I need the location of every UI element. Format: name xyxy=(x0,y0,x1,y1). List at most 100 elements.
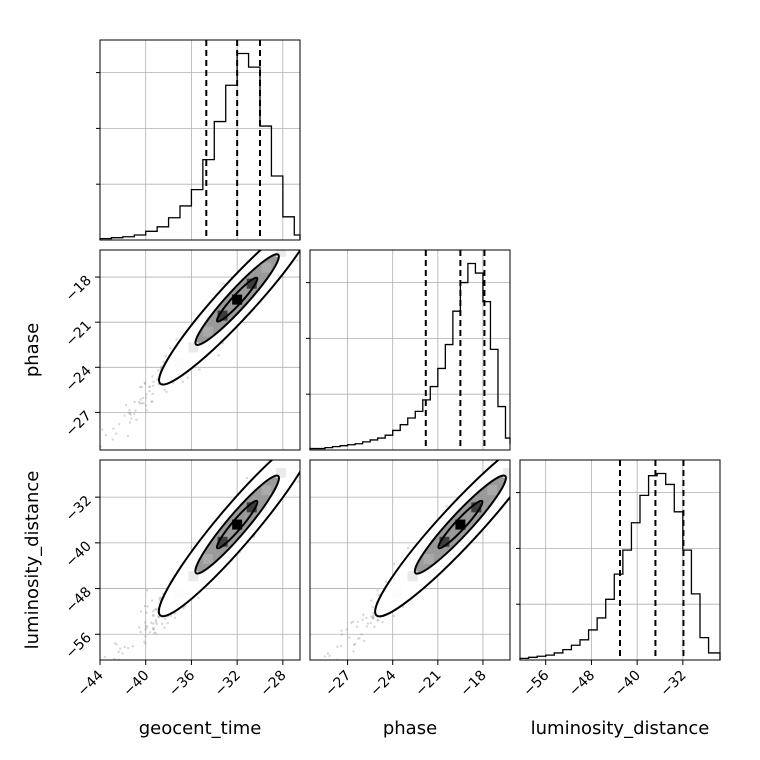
sample-point xyxy=(290,223,292,225)
sample-point xyxy=(150,400,154,403)
sample-point xyxy=(528,432,530,434)
sample-point xyxy=(514,474,516,476)
sample-point xyxy=(186,376,190,379)
sample-point xyxy=(152,622,155,625)
sample-point xyxy=(276,243,278,245)
sample-point xyxy=(284,246,286,248)
sample-point xyxy=(384,580,388,583)
sample-point xyxy=(139,630,142,634)
sample-point xyxy=(296,259,299,262)
density-cell xyxy=(407,571,418,582)
contour-inner-line xyxy=(215,499,259,550)
sample-point xyxy=(524,453,526,455)
sample-point xyxy=(145,393,148,396)
sample-point xyxy=(511,483,513,485)
sample-point xyxy=(140,401,144,405)
sample-point xyxy=(274,245,276,247)
density-cell xyxy=(202,326,213,337)
sample-point xyxy=(351,620,354,623)
sample-point xyxy=(281,243,283,245)
contour-outer-line xyxy=(158,250,300,386)
sample-point xyxy=(173,616,177,619)
x-label-phase: phase xyxy=(383,718,437,739)
sample-point xyxy=(293,245,295,247)
sample-point xyxy=(534,476,536,478)
xtick-label-0: −56 xyxy=(520,667,552,699)
sample-point xyxy=(163,617,167,621)
sample-point xyxy=(145,409,148,412)
histogram-phase xyxy=(306,249,511,451)
sample-point xyxy=(117,650,120,654)
sample-point xyxy=(526,465,528,467)
sample-point xyxy=(339,644,343,648)
sample-point xyxy=(126,646,130,650)
sample-point xyxy=(535,441,537,443)
histogram-luminosity_distance: −56 −48 −40 −32 xyxy=(516,459,721,700)
sample-point xyxy=(104,434,108,437)
density-cell xyxy=(439,536,450,547)
sample-point xyxy=(276,244,278,246)
sample-point xyxy=(148,630,152,634)
xtick-label-1: −24 xyxy=(367,667,399,699)
sample-point xyxy=(300,698,302,700)
sample-point xyxy=(152,627,155,631)
sample-point xyxy=(276,243,278,245)
contour-inner-line xyxy=(437,499,484,550)
sample-point xyxy=(309,229,311,231)
sample-point xyxy=(530,437,532,439)
sample-point xyxy=(317,676,319,678)
panel-frame xyxy=(309,459,511,661)
sample-point xyxy=(290,243,292,245)
sample-point xyxy=(245,476,249,480)
contour-outer-line xyxy=(157,460,300,618)
sample-point xyxy=(392,614,396,618)
sample-point xyxy=(510,491,512,493)
sample-point xyxy=(98,690,100,692)
density-cell xyxy=(391,588,402,599)
sample-point xyxy=(514,464,516,466)
sample-point xyxy=(88,703,90,705)
sample-point xyxy=(511,481,513,483)
sample-point xyxy=(101,669,103,671)
x-label-geocent-time: geocent_time xyxy=(139,718,262,739)
sample-point xyxy=(123,645,126,649)
sample-point xyxy=(275,244,277,246)
sample-point xyxy=(103,655,107,659)
sample-point xyxy=(144,396,148,399)
sample-point xyxy=(278,242,280,244)
sample-point xyxy=(133,400,136,404)
panel-content xyxy=(88,441,308,705)
sample-point xyxy=(305,452,307,454)
sample-point xyxy=(372,616,375,620)
sample-point xyxy=(585,403,587,405)
sample-point xyxy=(83,448,85,450)
scatter-geocent_time-vs-luminosity_distance: −56 −48 −40 −32 −44 −40 −36 −32 −28 xyxy=(63,441,308,705)
sample-point xyxy=(321,669,323,671)
sample-point xyxy=(144,404,148,407)
sample-point xyxy=(519,450,521,452)
sample-point xyxy=(326,652,330,655)
sample-point xyxy=(143,604,147,608)
sample-point xyxy=(158,597,162,600)
sample-point xyxy=(357,637,360,640)
sample-point xyxy=(143,382,147,385)
xtick-label-3: −32 xyxy=(212,668,244,700)
sample-point xyxy=(275,247,277,249)
hist-frame xyxy=(99,39,301,241)
sample-point xyxy=(297,237,299,239)
sample-point xyxy=(123,414,126,417)
sample-point xyxy=(279,237,281,239)
sample-point xyxy=(169,614,173,618)
sample-point xyxy=(302,441,304,443)
sample-point xyxy=(173,612,177,615)
sample-point xyxy=(511,452,513,454)
sample-point xyxy=(303,441,305,443)
sample-point xyxy=(152,628,155,631)
sample-point xyxy=(310,225,312,227)
sample-point xyxy=(146,605,149,608)
density-cell xyxy=(188,571,199,582)
ytick-label-3: −18 xyxy=(63,273,95,305)
sample-point xyxy=(306,449,308,451)
sample-point xyxy=(148,385,151,388)
sample-point xyxy=(115,643,118,646)
